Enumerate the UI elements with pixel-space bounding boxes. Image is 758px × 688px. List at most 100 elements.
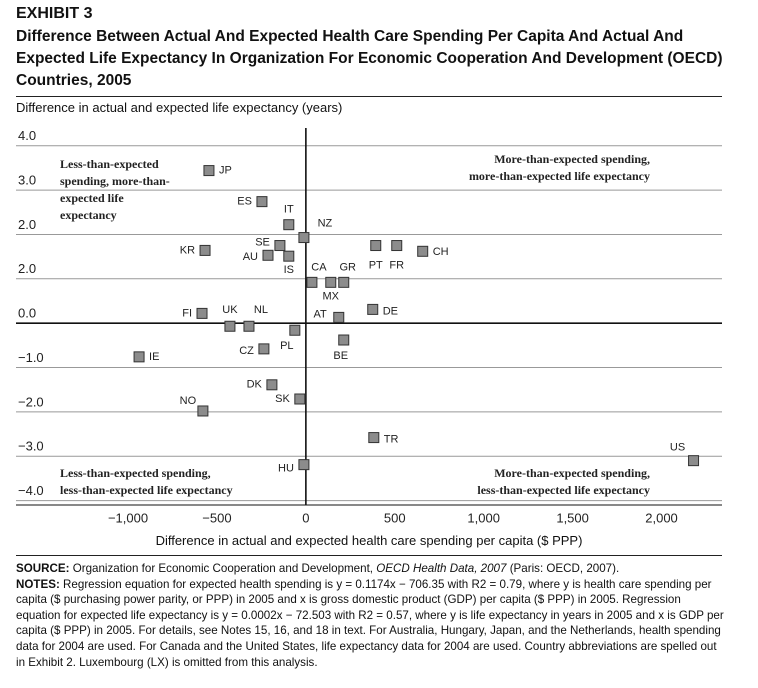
notes-text: Regression equation for expected health … (16, 577, 724, 669)
y-tick-label: −3.0 (18, 439, 44, 454)
point-label: FI (182, 307, 192, 319)
point (199, 244, 211, 256)
rule (16, 555, 722, 556)
point-label: MX (323, 290, 340, 302)
x-tick-label: −500 (202, 510, 231, 525)
point (289, 324, 301, 336)
point-label: PL (280, 340, 293, 352)
point (306, 276, 318, 288)
x-tick-label: −1,000 (108, 510, 148, 525)
point (325, 276, 337, 288)
point (338, 276, 350, 288)
point-label: UK (222, 304, 238, 316)
point (688, 455, 700, 467)
point (338, 334, 350, 346)
point-label: AU (243, 251, 258, 263)
x-tick-label: 0 (302, 510, 309, 525)
point (224, 320, 236, 332)
point (333, 311, 345, 323)
y-axis-label: Difference in actual and expected life e… (16, 100, 343, 115)
annotation: Less-than-expected spending, (60, 466, 211, 480)
x-tick-label: 1,500 (556, 510, 589, 525)
point-label: IT (284, 204, 294, 216)
annotation: expectancy (60, 208, 117, 222)
y-tick-label: 3.0 (18, 173, 36, 188)
y-tick-label: −2.0 (18, 394, 44, 409)
point-label: IS (284, 264, 294, 276)
y-tick-label: −1.0 (18, 350, 44, 365)
source-text: Organization for Economic Cooperation an… (72, 562, 374, 575)
point-label: PT (369, 259, 383, 271)
point-label: NZ (318, 217, 333, 229)
point (298, 459, 310, 471)
point (196, 307, 208, 319)
point-label: ES (237, 196, 252, 208)
point-label: TR (384, 433, 399, 445)
point (266, 379, 278, 391)
point (256, 196, 268, 208)
annotation: More-than-expected spending, (494, 466, 650, 480)
point-label: AT (314, 308, 328, 320)
point (133, 351, 145, 363)
point (283, 219, 295, 231)
x-tick-label: 2,000 (645, 510, 678, 525)
y-tick-label: −4.0 (18, 483, 44, 498)
point-label: US (670, 442, 685, 454)
point (370, 240, 382, 252)
footnotes: SOURCE: Organization for Economic Cooper… (16, 561, 728, 670)
point (197, 405, 209, 417)
point-label: CH (433, 246, 449, 258)
x-axis-label: Difference in actual and expected health… (155, 533, 583, 548)
notes: NOTES: Regression equation for expected … (16, 577, 728, 671)
point (274, 240, 286, 252)
annotation: Less-than-expected (60, 157, 159, 171)
source: SOURCE: Organization for Economic Cooper… (16, 561, 728, 577)
point-label: BE (333, 350, 348, 362)
point-label: NL (254, 304, 268, 316)
exhibit-label: EXHIBIT 3 (16, 5, 93, 22)
point (417, 245, 429, 257)
point (243, 320, 255, 332)
x-tick-label: 500 (384, 510, 406, 525)
point (203, 165, 215, 177)
point-label: FR (389, 259, 404, 271)
annotation: More-than-expected spending, (494, 152, 650, 166)
point-label: DK (247, 379, 263, 391)
rule (16, 96, 722, 97)
annotation: expected life (60, 191, 124, 205)
y-tick-label: 0.0 (18, 306, 36, 321)
x-tick-label: 1,000 (467, 510, 500, 525)
y-tick-label: 4.0 (18, 128, 36, 143)
point-label: IE (149, 351, 159, 363)
point (391, 240, 403, 252)
point-label: SK (275, 393, 290, 405)
annotation: less-than-expected life expectancy (477, 483, 650, 497)
point (258, 343, 270, 355)
point (298, 232, 310, 244)
point-label: HU (278, 463, 294, 475)
point (262, 249, 274, 261)
title: Difference Between Actual And Expected H… (16, 28, 723, 89)
point (283, 250, 295, 262)
point-label: DE (383, 305, 398, 317)
source-label: SOURCE: (16, 562, 70, 575)
annotation: spending, more-than- (60, 174, 170, 188)
point-label: NO (180, 395, 197, 407)
point-label: CZ (239, 345, 254, 357)
point-label: CA (311, 261, 327, 273)
point-label: KR (180, 244, 195, 256)
point (294, 393, 306, 405)
chart: 4.0 3.0 2.0 2.0 0.0 −1.0 −2.0 −3.0 −4.0 −1,000 −50… (16, 128, 722, 525)
annotation: less-than-expected life expectancy (60, 483, 233, 497)
y-tick-label: 2.0 (18, 217, 36, 232)
point-label: GR (339, 261, 356, 273)
point-label: JP (219, 164, 232, 176)
source-title: OECD Health Data, 2007 (376, 562, 507, 575)
source-text: (Paris: OECD, 2007). (509, 562, 620, 575)
y-tick-label: 2.0 (18, 261, 36, 276)
notes-label: NOTES: (16, 577, 60, 591)
annotation: more-than-expected life expectancy (469, 169, 650, 183)
point (368, 432, 380, 444)
point-label: SE (255, 236, 270, 248)
